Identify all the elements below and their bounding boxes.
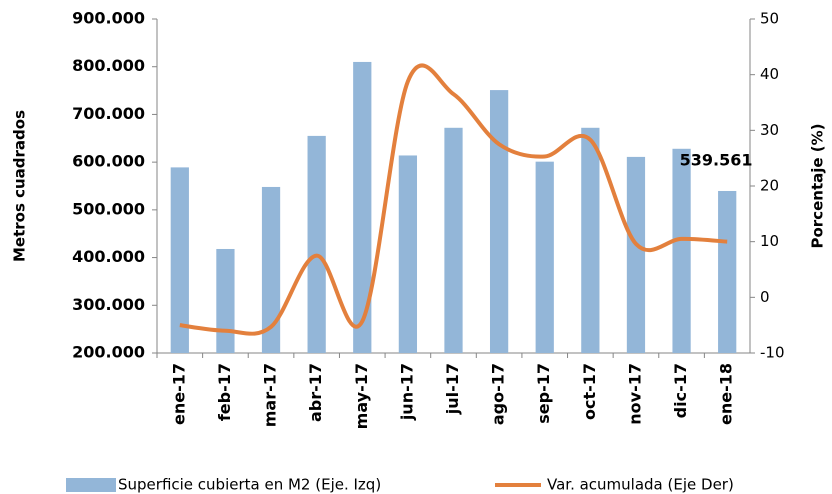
y2-tick-label: 20 [760,177,779,195]
bar [626,156,646,353]
y2-tick-label: 30 [760,121,779,139]
legend-swatch [66,478,116,492]
bar [489,90,509,353]
line [179,63,728,336]
bar [444,127,463,353]
y-tick-label: 300.000 [72,295,145,314]
bar [718,190,737,353]
data-label: 539.561 [680,150,753,169]
y-tick-label: 600.000 [72,152,145,171]
x-tick-label: oct-17 [580,363,599,420]
y-tick-label: 700.000 [72,104,145,123]
bar [216,248,235,353]
y2-tick-label: -10 [760,344,785,362]
x-tick-label: feb-17 [215,363,234,421]
x-tick-label: dic-17 [671,363,690,418]
x-tick-label: abr-17 [306,363,325,422]
y-axis-title: Metros cuadrados [11,110,29,262]
bar [307,135,326,353]
x-tick-label: mar-17 [261,363,280,427]
bar [535,161,554,353]
y-tick-label: 900.000 [72,9,145,28]
y2-axis-title: Porcentaje (%) [809,123,827,248]
bar [170,167,189,353]
x-tick-label: jul-17 [443,363,462,415]
x-tick-label: ene-18 [717,363,736,425]
y2-tick-label: 0 [760,288,770,306]
x-tick-label: may-17 [352,363,371,429]
y-tick-label: 400.000 [72,247,145,266]
bar [672,148,691,353]
y2-tick-label: 40 [760,65,779,83]
x-tick-label: ene-17 [169,363,188,425]
bar [261,186,281,353]
y2-tick-label: 50 [760,10,779,28]
legend-label: Superficie cubierta en M2 (Eje. Izq) [118,476,381,494]
x-tick-label: sep-17 [534,363,553,424]
y-tick-label: 800.000 [72,56,145,75]
y-tick-label: 500.000 [72,199,145,218]
bar [353,61,372,353]
x-tick-label: nov-17 [625,363,644,425]
y2-tick-label: 10 [760,232,779,250]
x-tick-label: ago-17 [489,363,508,425]
bar [398,155,418,353]
x-tick-label: jun-17 [397,363,416,421]
bar [581,127,600,353]
legend-label: Var. acumulada (Eje Der) [547,476,734,494]
y-tick-label: 200.000 [72,343,145,362]
